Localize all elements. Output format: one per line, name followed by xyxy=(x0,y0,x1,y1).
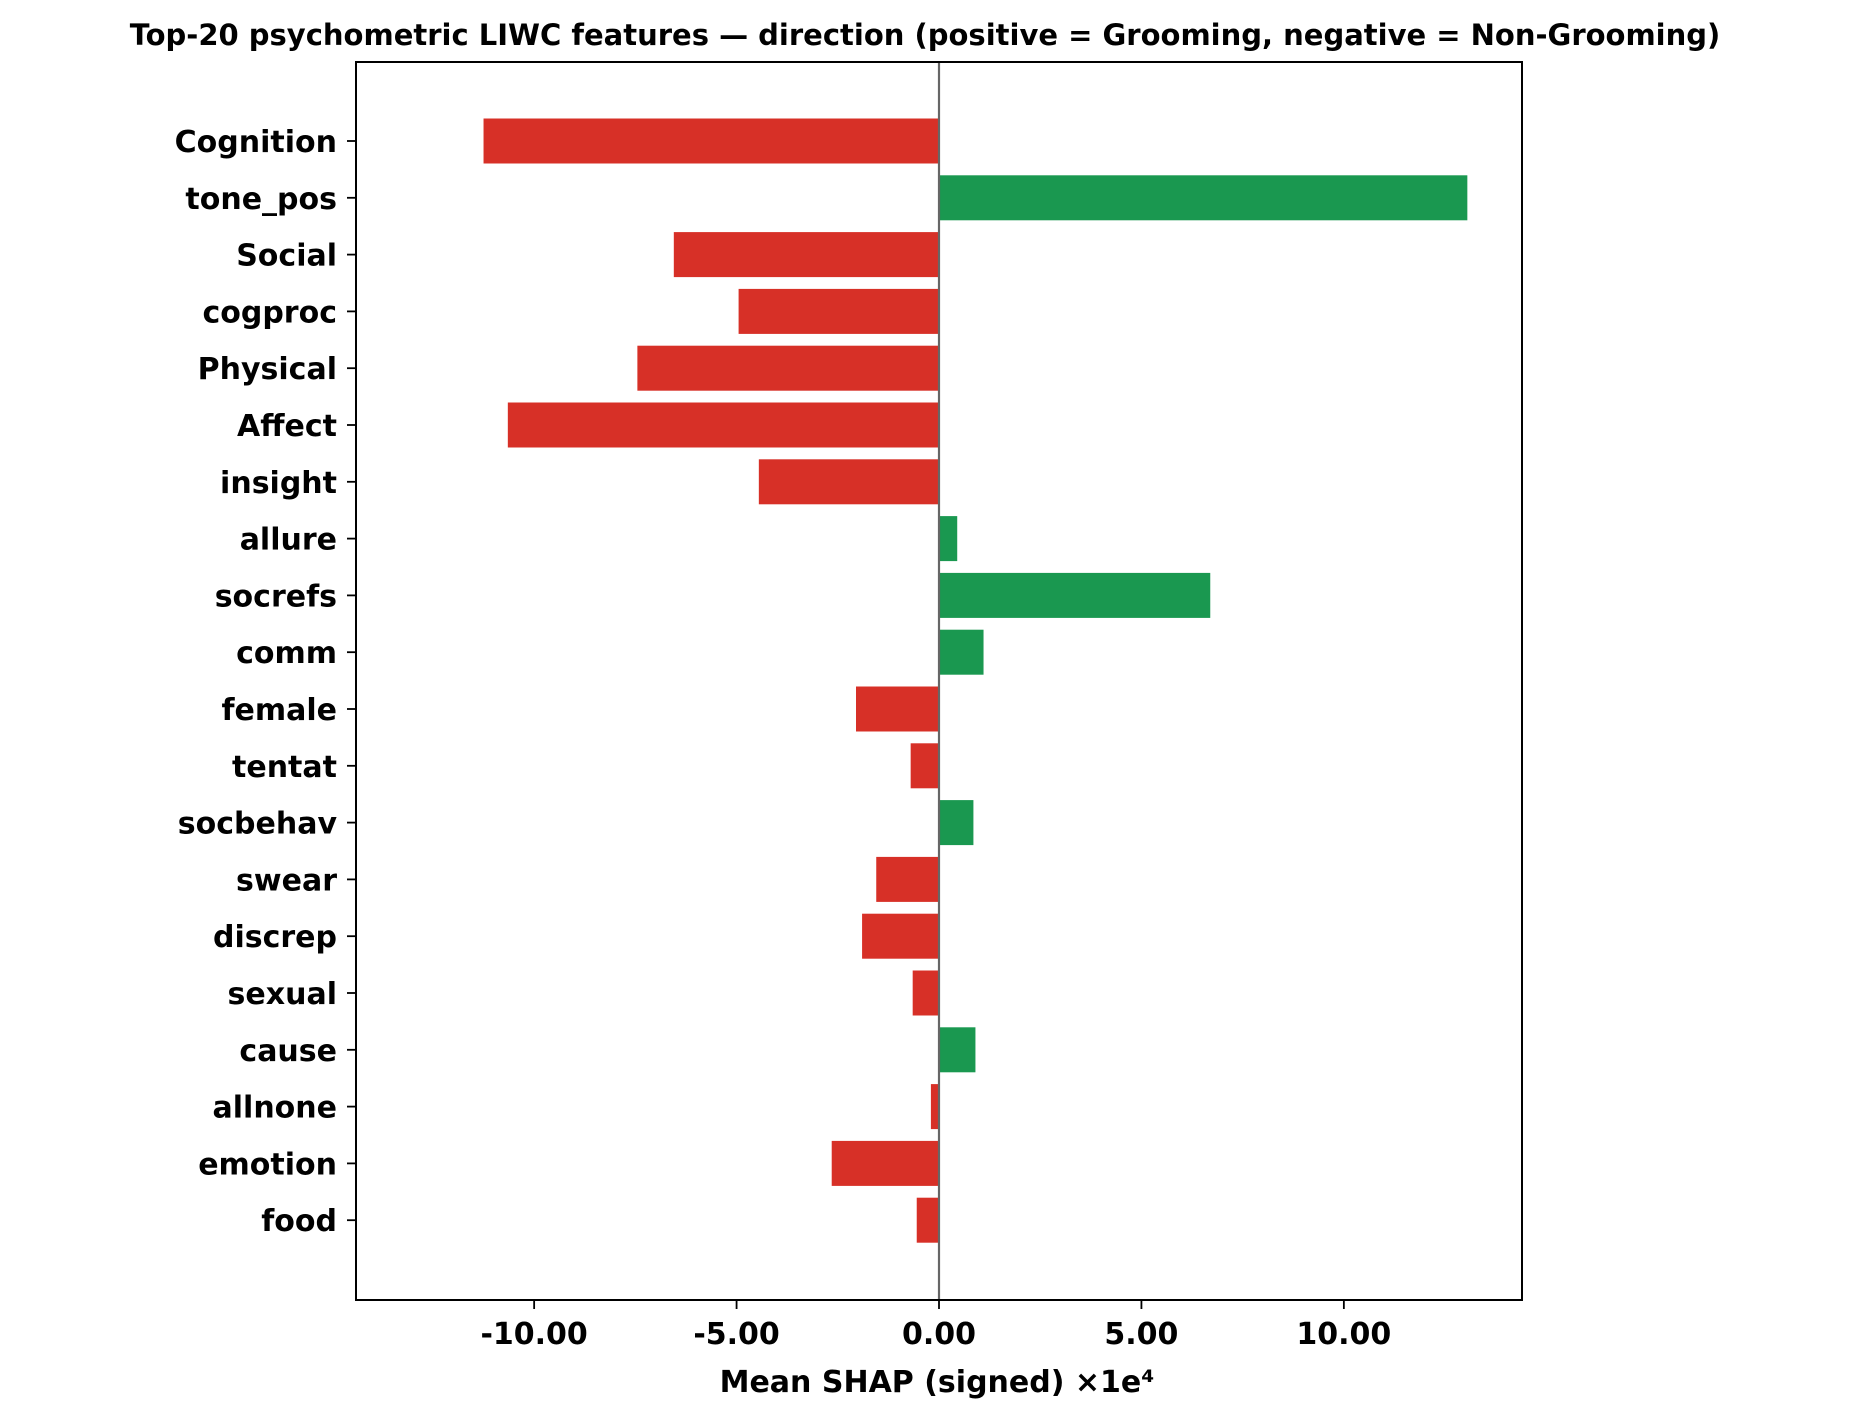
y-tick-label: allnone xyxy=(213,1091,337,1126)
bar-socrefs xyxy=(939,572,1211,618)
y-tick-label: tentat xyxy=(232,750,337,785)
y-tick-label: socrefs xyxy=(215,579,337,614)
y-axis: Cognition tone_pos Social cogproc Physical Af… xyxy=(175,125,356,1239)
y-tick-label: cogproc xyxy=(202,295,337,330)
bar-insight xyxy=(758,459,939,505)
bar-emotion xyxy=(831,1140,939,1186)
bar-allure xyxy=(939,516,958,562)
bar-cogproc xyxy=(738,288,939,334)
x-tick-label: 0.00 xyxy=(902,1317,976,1352)
y-tick-label: tone_pos xyxy=(185,182,337,217)
bar-cause xyxy=(939,1027,976,1073)
y-tick-label: swear xyxy=(236,863,337,898)
y-tick-label: discrep xyxy=(213,920,337,955)
bar-tentat xyxy=(910,743,939,789)
x-axis-label: Mean SHAP (signed) ×1e⁴ xyxy=(720,1365,1155,1400)
y-tick-label: Physical xyxy=(198,352,337,387)
y-tick-label: allure xyxy=(240,523,337,558)
bar-affect xyxy=(507,402,939,448)
y-tick-label: comm xyxy=(236,636,337,671)
y-tick-label: cause xyxy=(239,1034,337,1069)
bar-tone-pos xyxy=(939,175,1468,221)
y-tick-label: food xyxy=(261,1204,337,1239)
bars-layer xyxy=(483,118,1468,1243)
y-tick-label: socbehav xyxy=(178,807,338,842)
y-tick-label: Affect xyxy=(237,409,337,444)
bar-comm xyxy=(939,629,984,675)
bar-allnone xyxy=(930,1084,939,1130)
y-tick-label: Social xyxy=(236,239,337,274)
bar-social xyxy=(673,232,939,278)
bar-sexual xyxy=(912,970,939,1016)
bar-food xyxy=(916,1197,939,1243)
y-tick-label: sexual xyxy=(228,977,337,1012)
bar-female xyxy=(856,686,939,732)
y-tick-label: insight xyxy=(220,466,337,501)
chart-title: Top-20 psychometric LIWC features — dire… xyxy=(130,18,1721,52)
bar-socbehav xyxy=(939,800,974,846)
x-tick-label: 5.00 xyxy=(1104,1317,1178,1352)
x-tick-label: 10.00 xyxy=(1296,1317,1391,1352)
x-tick-label: -10.00 xyxy=(480,1317,587,1352)
y-tick-label: emotion xyxy=(198,1147,337,1182)
bar-cognition xyxy=(483,118,939,164)
bar-discrep xyxy=(862,913,939,959)
y-tick-label: female xyxy=(221,693,337,728)
bar-physical xyxy=(637,345,939,391)
x-tick-label: -5.00 xyxy=(693,1317,779,1352)
x-axis: -10.00 -5.00 0.00 5.00 10.00 xyxy=(480,1300,1391,1352)
bar-swear xyxy=(876,856,939,902)
y-tick-label: Cognition xyxy=(175,125,337,160)
